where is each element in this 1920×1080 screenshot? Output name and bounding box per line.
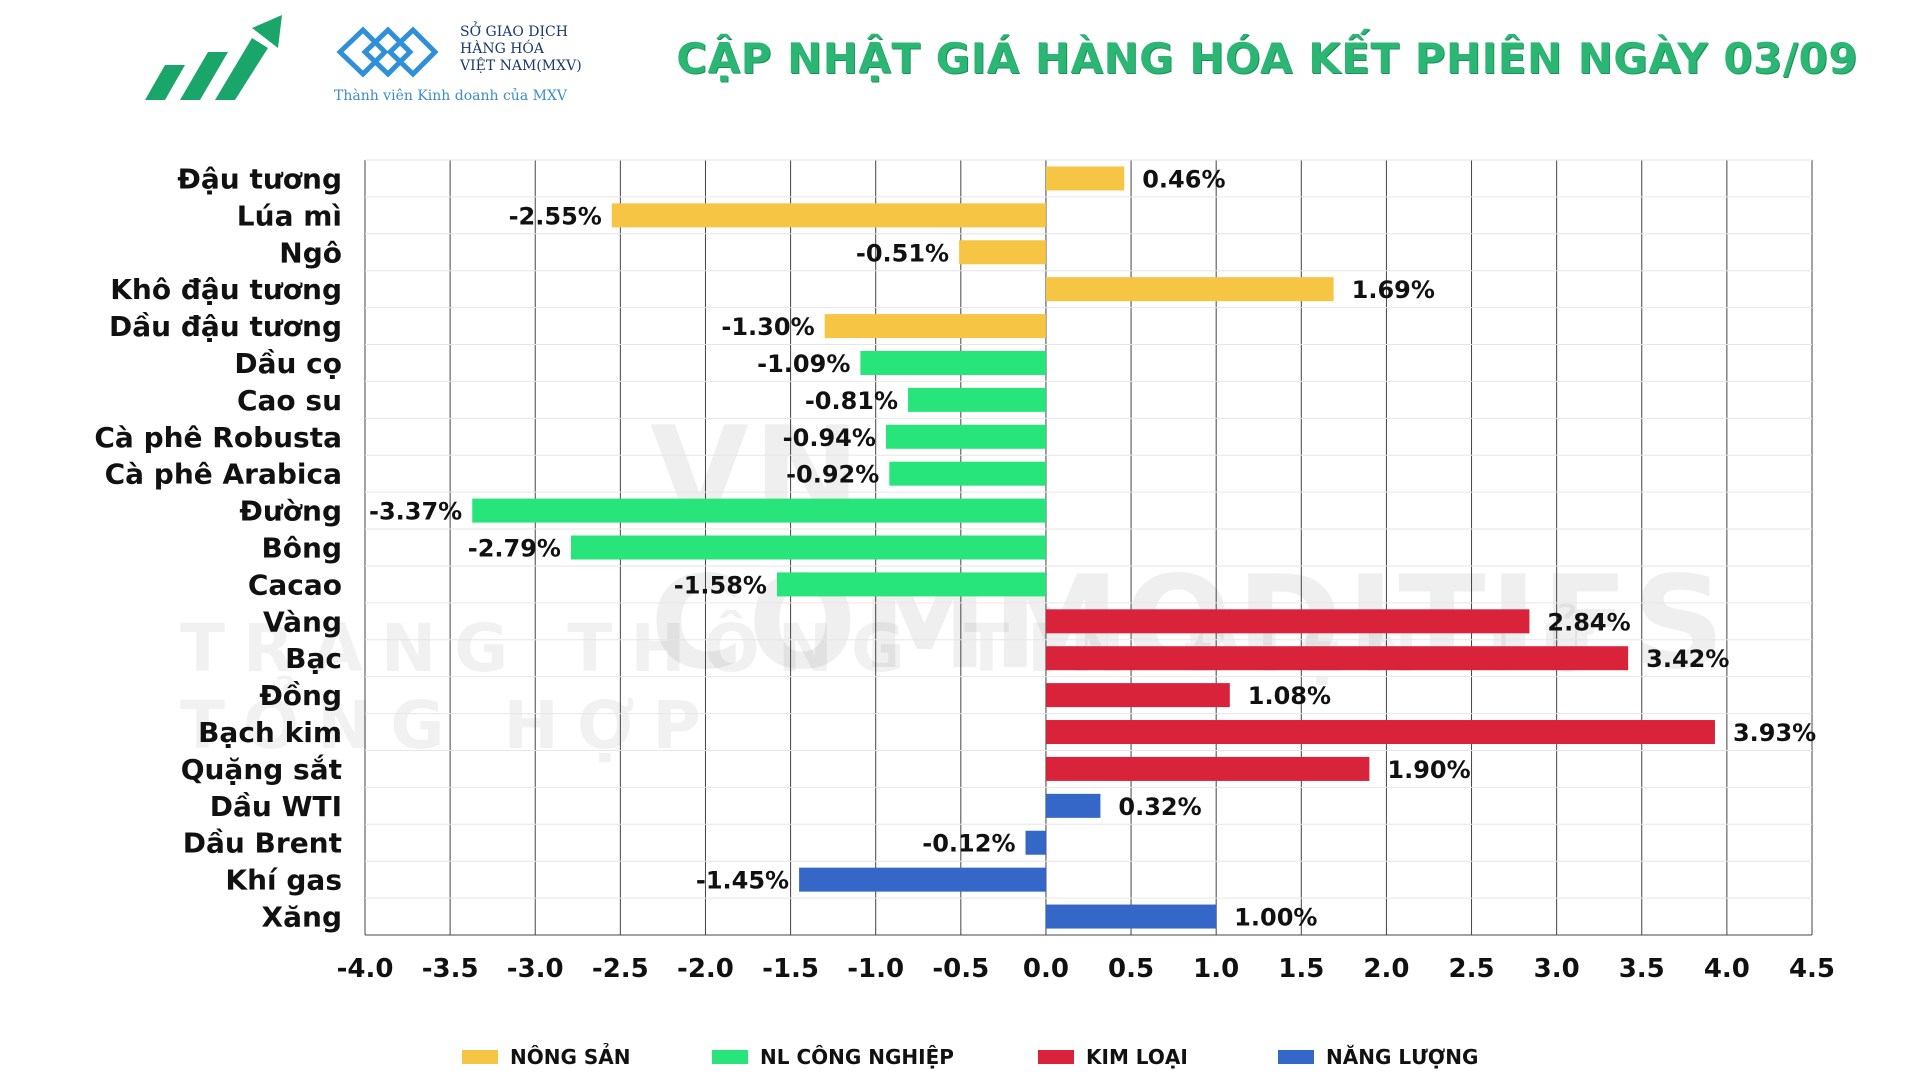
bar — [611, 203, 1046, 228]
bar — [1025, 830, 1046, 855]
data-label: 3.42% — [1646, 645, 1729, 673]
category-label: Đậu tương — [177, 162, 342, 195]
data-label: -1.58% — [674, 571, 767, 599]
mxv-subtitle: Thành viên Kinh doanh của MXV — [334, 88, 568, 104]
data-label: 0.32% — [1118, 793, 1201, 821]
x-tick-label: 3.0 — [1534, 954, 1580, 984]
category-label: Dầu cọ — [234, 347, 342, 380]
category-label: Cà phê Arabica — [105, 458, 342, 491]
x-tick-label: 4.5 — [1789, 954, 1835, 984]
category-label: Xăng — [262, 901, 342, 934]
data-label: -0.12% — [922, 830, 1015, 858]
legend-label: KIM LOẠI — [1086, 1045, 1188, 1069]
data-label: 3.93% — [1733, 719, 1816, 747]
bar — [908, 387, 1046, 412]
data-label: -0.51% — [856, 239, 949, 267]
x-tick-label: -2.5 — [592, 954, 649, 984]
bar — [860, 350, 1046, 375]
x-tick-label: 4.0 — [1704, 954, 1750, 984]
data-label: -1.30% — [721, 313, 814, 341]
bar — [1045, 683, 1230, 708]
legend-item-nang-luong: NĂNG LƯỢNG — [1278, 1045, 1478, 1069]
bar — [959, 240, 1046, 265]
data-label: -1.45% — [696, 867, 789, 895]
brand-logo-icon — [145, 15, 282, 100]
data-label: 1.69% — [1352, 276, 1435, 304]
data-label: 0.46% — [1142, 165, 1225, 193]
legend-swatch — [1278, 1050, 1314, 1064]
category-label: Dầu Brent — [183, 827, 342, 860]
bar — [889, 461, 1046, 486]
bar — [1045, 720, 1715, 745]
legend-item-nl-cong-nghiep: NL CÔNG NGHIỆP — [712, 1045, 954, 1069]
x-tick-label: -4.0 — [337, 954, 394, 984]
legend-label: NL CÔNG NGHIỆP — [760, 1045, 954, 1069]
x-tick-label: 2.5 — [1448, 954, 1494, 984]
category-label: Quặng sắt — [181, 753, 342, 786]
category-label: Bạch kim — [198, 716, 342, 749]
category-label: Khô đậu tương — [110, 273, 342, 306]
category-label: Cacao — [248, 568, 342, 601]
x-tick-label: -1.0 — [847, 954, 904, 984]
bar — [776, 572, 1046, 597]
page-title: CẬP NHẬT GIÁ HÀNG HÓA KẾT PHIÊN NGÀY 03/… — [676, 34, 1858, 83]
x-tick-label: -3.0 — [507, 954, 564, 984]
category-label: Dầu đậu tương — [109, 310, 342, 343]
legend-swatch — [1038, 1050, 1074, 1064]
x-tick-label: -0.5 — [932, 954, 989, 984]
category-label: Cao su — [237, 384, 342, 417]
legend-swatch — [712, 1050, 748, 1064]
x-tick-label: 0.0 — [1023, 954, 1069, 984]
legend-label: NĂNG LƯỢNG — [1326, 1045, 1479, 1069]
x-tick-label: 1.5 — [1278, 954, 1324, 984]
legend-label: NÔNG SẢN — [510, 1045, 631, 1069]
bar — [885, 424, 1046, 449]
category-label: Dầu WTI — [210, 790, 342, 823]
x-tick-label: 3.5 — [1619, 954, 1665, 984]
category-label: Đồng — [259, 679, 342, 712]
category-label: Khí gas — [225, 864, 342, 897]
category-label: Bông — [261, 532, 342, 565]
bar — [799, 867, 1046, 892]
data-label: -0.92% — [786, 461, 879, 489]
legend-item-kim-loai: KIM LOẠI — [1038, 1045, 1188, 1069]
category-label: Bạc — [285, 642, 342, 675]
data-label: -0.81% — [805, 387, 898, 415]
data-label: 1.08% — [1248, 682, 1331, 710]
x-tick-label: 0.5 — [1108, 954, 1154, 984]
category-label: Vàng — [263, 605, 342, 638]
data-label: -2.79% — [468, 535, 561, 563]
legend-swatch — [462, 1050, 498, 1064]
bar — [1045, 166, 1125, 191]
bar — [1045, 756, 1370, 781]
data-label: -3.37% — [369, 498, 462, 526]
bar — [1045, 609, 1530, 634]
legend-item-nong-san: NÔNG SẢN — [462, 1045, 630, 1069]
category-label: Đường — [239, 495, 342, 528]
bar — [824, 314, 1046, 339]
data-label: 1.90% — [1387, 756, 1470, 784]
category-label: Lúa mì — [237, 199, 342, 232]
x-tick-label: 1.0 — [1193, 954, 1239, 984]
bar — [472, 498, 1046, 523]
x-tick-label: -1.5 — [762, 954, 819, 984]
data-label: 2.84% — [1547, 608, 1630, 636]
category-label: Ngô — [279, 236, 342, 269]
mxv-name: SỞ GIAO DỊCH HÀNG HÓA VIỆT NAM(MXV) — [460, 24, 582, 74]
bar — [1045, 904, 1217, 929]
data-label: -0.94% — [783, 424, 876, 452]
mxv-logo-icon — [336, 26, 439, 78]
data-label: 1.00% — [1234, 904, 1317, 932]
category-label: Cà phê Robusta — [94, 421, 342, 454]
x-tick-label: 2.0 — [1363, 954, 1409, 984]
bar — [1045, 277, 1334, 302]
x-tick-label: -3.5 — [422, 954, 479, 984]
data-label: -2.55% — [509, 202, 602, 230]
bar — [1045, 646, 1629, 671]
data-label: -1.09% — [757, 350, 850, 378]
x-tick-label: -2.0 — [677, 954, 734, 984]
bar — [1045, 793, 1101, 818]
bar — [570, 535, 1046, 560]
